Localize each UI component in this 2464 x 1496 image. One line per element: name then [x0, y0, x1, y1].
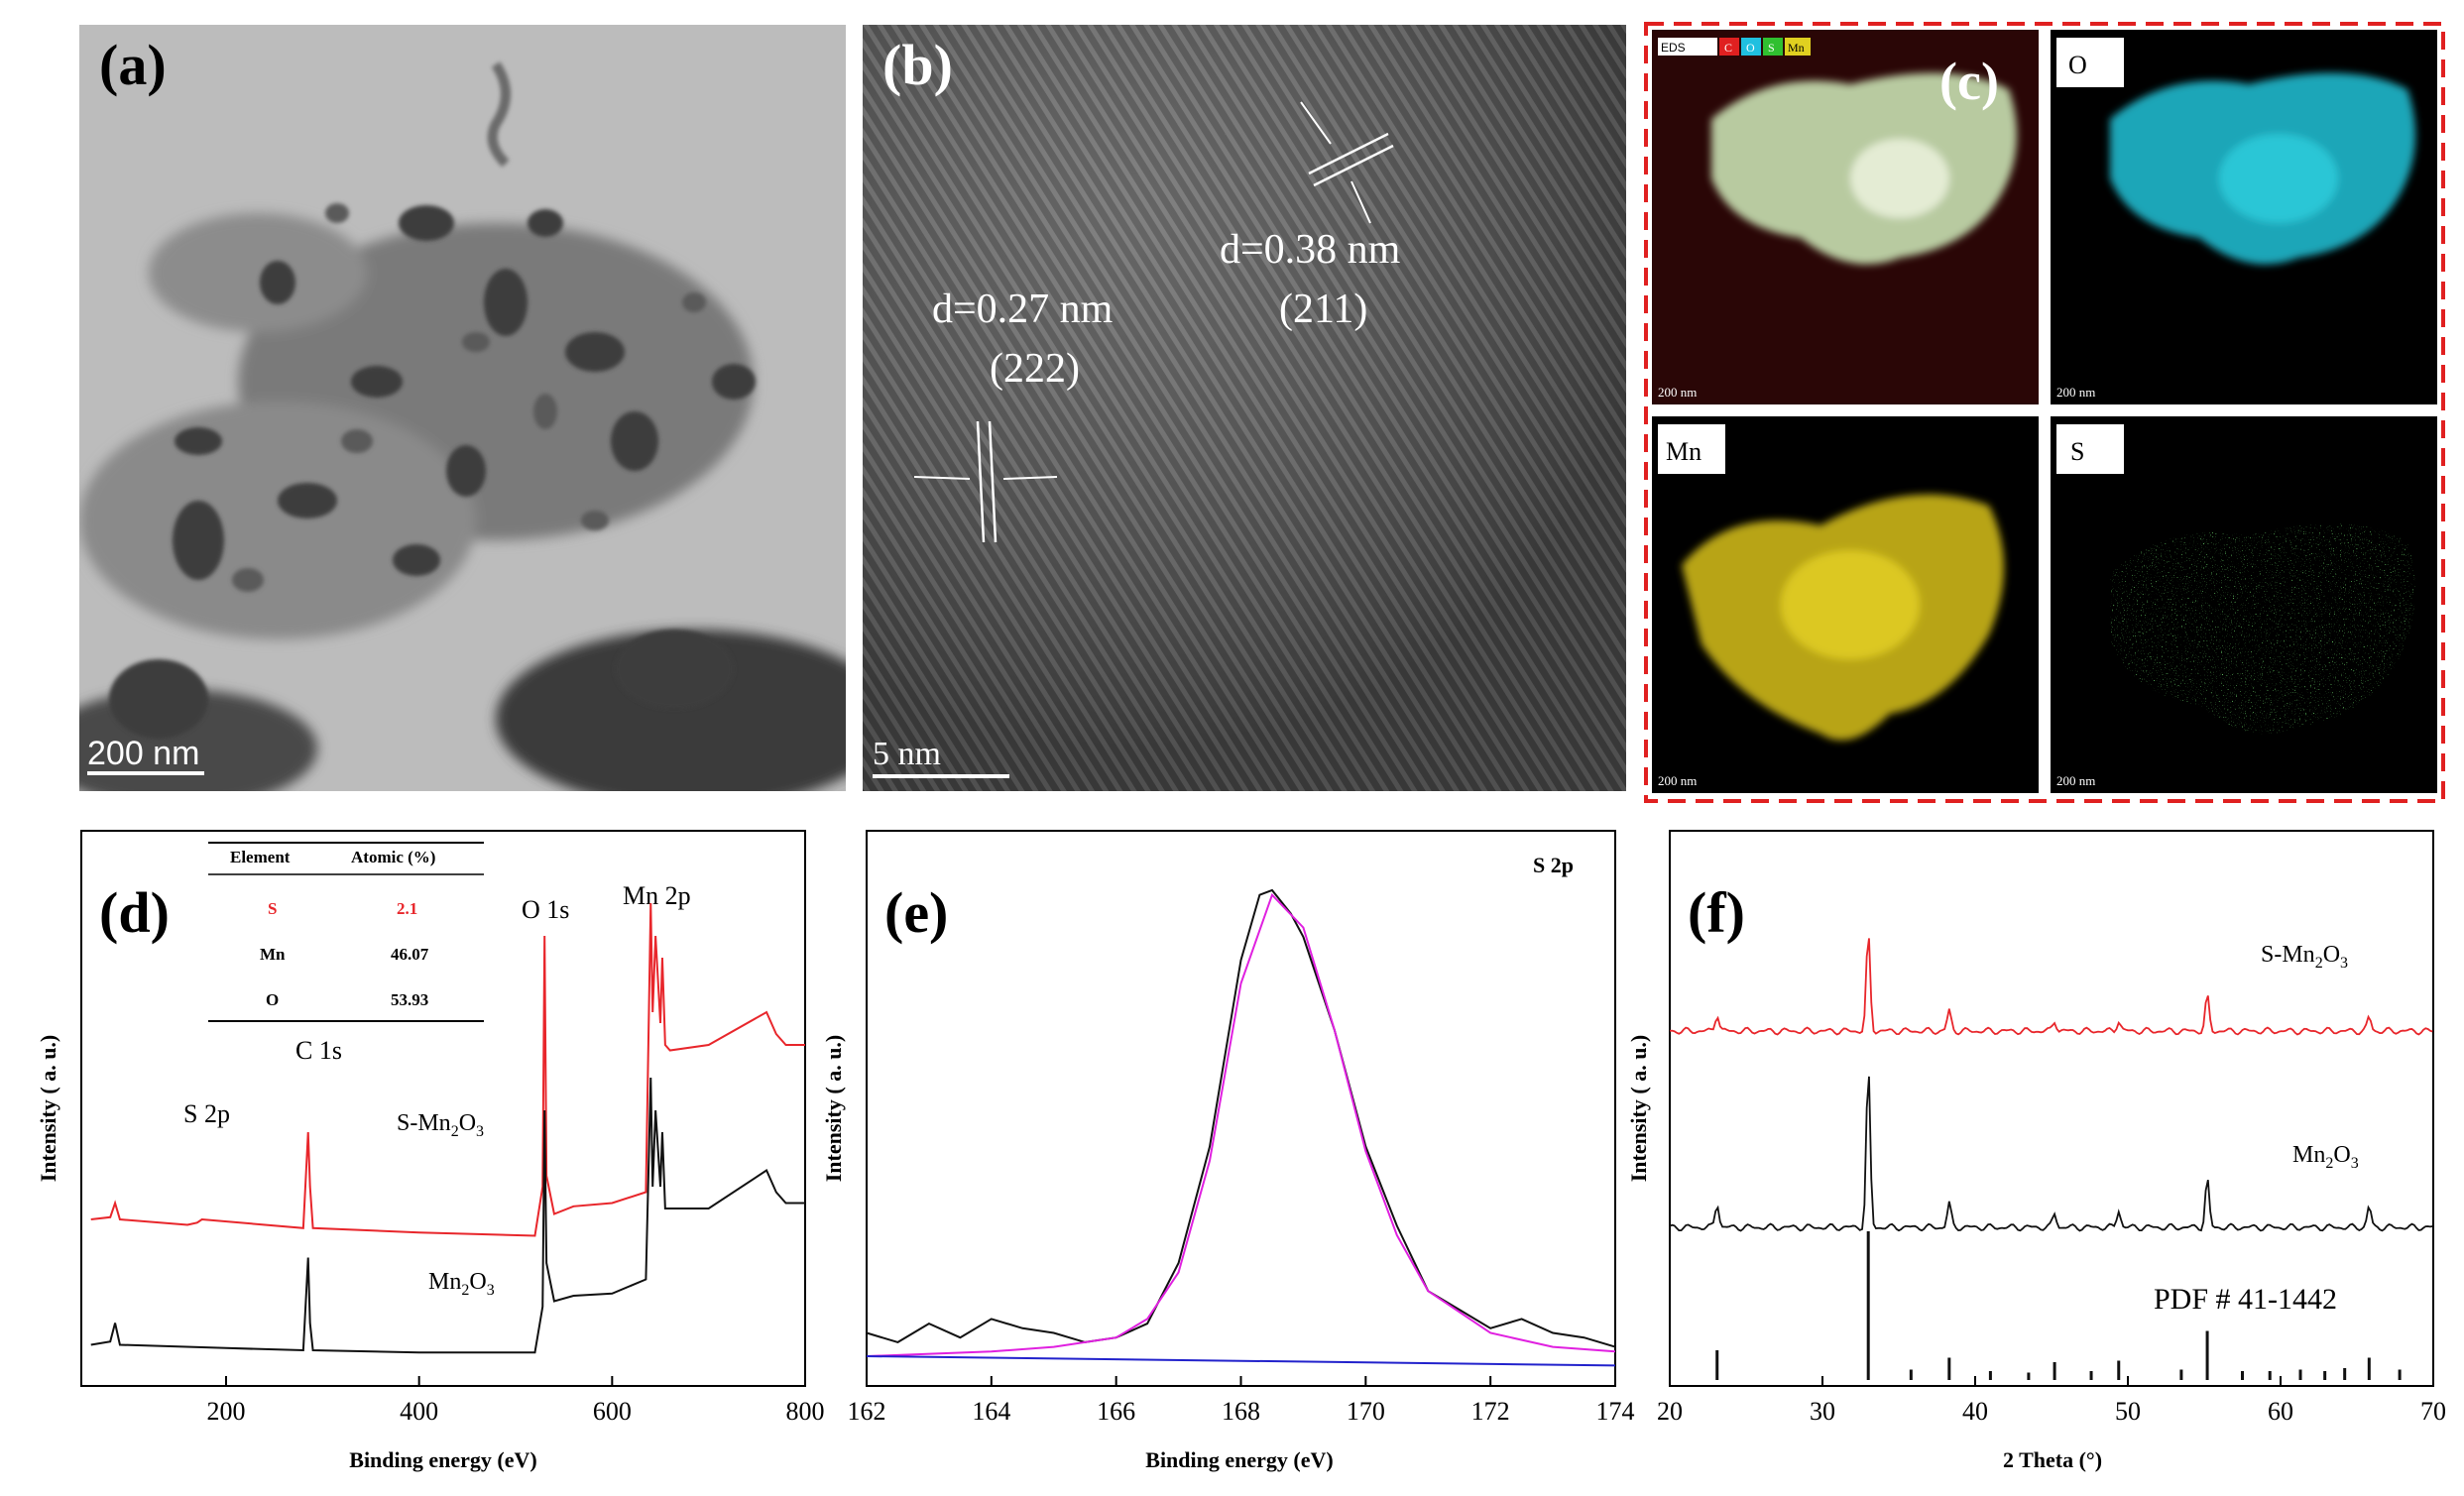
- d-xtick-label: 400: [400, 1397, 438, 1426]
- e-xtick-label: 174: [1596, 1397, 1635, 1426]
- e-xlabel: Binding energy (eV): [1145, 1447, 1333, 1472]
- map1-legend-c: C: [1724, 41, 1732, 55]
- f-xtick-label: 20: [1657, 1397, 1683, 1426]
- panel-b-plane2-text: (222): [990, 346, 1080, 392]
- panel-d-label: (d): [99, 880, 170, 945]
- plot-e-frame: [866, 830, 1616, 1387]
- f-xtick-label: 50: [2115, 1397, 2141, 1426]
- panel-a-label: (a): [99, 33, 167, 97]
- panel-b-d2-text: d=0.27 nm: [932, 287, 1114, 332]
- map2-title: O: [2068, 51, 2087, 79]
- panel-b-hrtem-image: (b) d=0.38 nm (211) d=0.27 nm (222) 5 nm: [863, 25, 1626, 791]
- map2-scale-text: 200 nm: [2056, 385, 2095, 400]
- f-xtick-label: 30: [1810, 1397, 1835, 1426]
- table-row-mn-element: Mn: [260, 945, 286, 964]
- plot-d-frame: [80, 830, 806, 1387]
- f-series-0: [1669, 938, 2433, 1036]
- map1-legend-s: S: [1768, 41, 1775, 55]
- e-xtick-label: 166: [1097, 1397, 1135, 1426]
- panel-e-xps-s2p: (e) S 2p 162 164 166 168 170 172 174 Binding e…: [821, 823, 1636, 1491]
- map1-scale-text: 200 nm: [1658, 385, 1697, 400]
- f-xlabel: 2 Theta (°): [2003, 1447, 2102, 1472]
- f-ylabel: Intensity ( a. u.): [1626, 1035, 1651, 1183]
- table-row-s-element: S: [268, 899, 277, 918]
- peak-label-o1s: O 1s: [522, 895, 569, 924]
- panel-d-xps-survey: (d) Element Atomic (%) S 2.1 Mn 46.07 O …: [0, 823, 833, 1491]
- table-header-atomic: Atomic (%): [351, 848, 435, 866]
- table-row-o-value: 53.93: [391, 990, 428, 1009]
- panel-c-eds-maps: EDS C O S Mn (c) 200 nm O 200 nm: [1644, 22, 2445, 803]
- e-series-raw: [866, 888, 1616, 1348]
- panel-f-xrd: (f) S-Mn2O3 Mn2O3 PDF # 41-1442 20 30 40 50…: [1626, 823, 2464, 1491]
- panel-b-plane1-text: (211): [1279, 287, 1367, 332]
- panel-b-scale-text: 5 nm: [873, 736, 941, 772]
- f-series-label-s-mn2o3: S-Mn2O3: [2261, 942, 2348, 972]
- map4-scale-text: 200 nm: [2056, 773, 2095, 788]
- peak-label-s2p: S 2p: [183, 1099, 230, 1128]
- e-xtick-label: 172: [1471, 1397, 1510, 1426]
- map1-legend-eds: EDS: [1661, 41, 1686, 55]
- f-pdf-label: PDF # 41-1442: [2154, 1283, 2337, 1316]
- table-header-element: Element: [230, 848, 291, 866]
- d-xtick-label: 800: [786, 1397, 825, 1426]
- peak-label-mn2p: Mn 2p: [623, 881, 691, 910]
- f-xtick-label: 60: [2268, 1397, 2293, 1426]
- e-xtick-label: 162: [848, 1397, 886, 1426]
- panel-b-d1-text: d=0.38 nm: [1220, 227, 1401, 273]
- panel-f-label: (f): [1688, 880, 1745, 945]
- e-series-baseline: [866, 1355, 1616, 1367]
- f-xtick-label: 40: [1962, 1397, 1988, 1426]
- d-xtick-label: 600: [593, 1397, 632, 1426]
- panel-a-scale-text: 200 nm: [87, 735, 199, 772]
- d-series-0: [90, 902, 805, 1237]
- map1-legend-mn: Mn: [1788, 41, 1805, 55]
- e-xtick-label: 164: [972, 1397, 1010, 1426]
- d-ylabel: Intensity ( a. u.): [36, 1035, 60, 1183]
- map1-legend-o: O: [1746, 41, 1755, 55]
- peak-label-c1s: C 1s: [295, 1036, 342, 1065]
- table-row-mn-value: 46.07: [391, 945, 429, 964]
- e-series-fit: [866, 892, 1616, 1357]
- f-xtick-label: 70: [2420, 1397, 2446, 1426]
- plot-f-frame: [1669, 830, 2434, 1387]
- map3-title: Mn: [1666, 437, 1701, 466]
- table-row-o-element: O: [266, 990, 279, 1009]
- series-label-mn2o3: Mn2O3: [428, 1269, 495, 1299]
- panel-e-title: S 2p: [1533, 853, 1574, 877]
- panel-c-label: (c): [1939, 52, 1999, 111]
- f-series-label-mn2o3: Mn2O3: [2292, 1142, 2359, 1172]
- e-ylabel: Intensity ( a. u.): [823, 1035, 846, 1183]
- series-label-s-mn2o3: S-Mn2O3: [397, 1110, 484, 1140]
- map4-title: S: [2070, 437, 2084, 466]
- panel-b-label: (b): [882, 33, 953, 97]
- e-xtick-label: 170: [1347, 1397, 1385, 1426]
- f-series-1: [1669, 1076, 2433, 1232]
- map3-scale-text: 200 nm: [1658, 773, 1697, 788]
- table-row-s-value: 2.1: [397, 899, 417, 918]
- d-xtick-label: 200: [207, 1397, 246, 1426]
- panel-e-label: (e): [884, 880, 948, 945]
- panel-a-tem-image: (a) 200 nm: [40, 25, 892, 808]
- e-xtick-label: 168: [1222, 1397, 1260, 1426]
- d-xlabel: Binding energy (eV): [349, 1447, 536, 1472]
- d-series-1: [90, 1077, 805, 1354]
